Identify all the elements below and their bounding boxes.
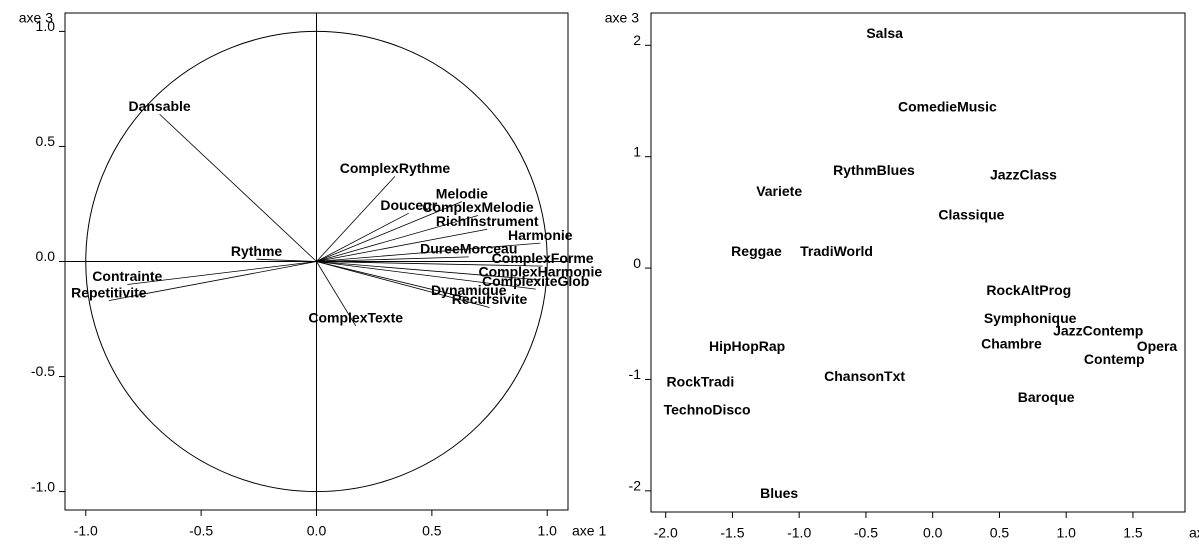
- x-tick-label: 1.0: [537, 523, 557, 539]
- vector-label: RichInstrument: [436, 213, 539, 229]
- vector-label: Dynamique: [431, 282, 507, 298]
- y-tick-label: 1: [633, 143, 641, 159]
- vector-label: Recursivite: [452, 291, 528, 307]
- x-tick-label: -1.0: [74, 523, 98, 539]
- vector: [256, 258, 317, 262]
- y-tick-label: -1: [629, 366, 642, 382]
- point-label: Blues: [760, 485, 798, 501]
- x-tick-label: -1.0: [787, 525, 811, 541]
- vector: [159, 113, 317, 262]
- vector-label: ComplexRythme: [340, 160, 451, 176]
- vector: [316, 176, 396, 262]
- point-label: Salsa: [866, 25, 903, 41]
- vector: [316, 261, 469, 299]
- y-axis-label: axe 3: [605, 10, 639, 26]
- point-label: Contemp: [1084, 351, 1145, 367]
- vector: [316, 201, 463, 262]
- x-tick-label: 0.5: [422, 523, 442, 539]
- point-label: JazzContemp: [1053, 322, 1143, 338]
- x-tick-label: -1.5: [720, 525, 744, 541]
- vector: [316, 256, 469, 262]
- x-tick-label: -0.5: [189, 523, 213, 539]
- unit-circle: [85, 30, 548, 493]
- point-label: RockTradi: [667, 373, 735, 389]
- vector-label: Melodie: [436, 185, 488, 201]
- vector-label: Dansable: [128, 98, 190, 114]
- y-axis-label: axe 3: [19, 10, 53, 26]
- vector: [316, 261, 541, 281]
- point-label: TechnoDisco: [664, 401, 751, 417]
- point-label: Classique: [938, 206, 1004, 222]
- x-tick-label: 1.5: [1123, 525, 1143, 541]
- vector-label: Douceur: [380, 197, 437, 213]
- vector-label: DureeMorceau: [420, 241, 517, 257]
- vector: [127, 261, 317, 285]
- vector-label: ComplexTexte: [308, 310, 403, 326]
- vector-label: ComplexiteGlob: [482, 273, 589, 289]
- x-axis-label: axe 1: [1189, 525, 1199, 541]
- y-tick-label: 0.5: [36, 133, 56, 149]
- point-label: JazzClass: [990, 166, 1057, 182]
- vector: [108, 261, 317, 302]
- point-label: Symphonique: [984, 310, 1077, 326]
- y-tick-label: -1.0: [31, 478, 55, 494]
- vector-label: ComplexHarmonie: [478, 264, 602, 280]
- x-tick-label: -0.5: [854, 525, 878, 541]
- point-label: ComedieMusic: [898, 98, 997, 114]
- vector: [316, 212, 409, 262]
- x-tick-label: 0.5: [990, 525, 1010, 541]
- point-label: TradiWorld: [800, 243, 873, 259]
- x-tick-label: -2.0: [654, 525, 678, 541]
- point-label: Reggae: [731, 243, 782, 259]
- point-label: ChansonTxt: [824, 368, 905, 384]
- x-tick-label: 1.0: [1056, 525, 1076, 541]
- vector: [316, 261, 536, 290]
- y-tick-label: 0.0: [36, 248, 56, 264]
- vector: [316, 242, 541, 262]
- point-label: Chambre: [981, 336, 1042, 352]
- point-label: RockAltProg: [986, 282, 1071, 298]
- plot-frame: [650, 12, 1186, 513]
- y-tick-label: 2: [633, 32, 641, 48]
- vector: [316, 215, 479, 262]
- point-label: Variete: [756, 183, 802, 199]
- y-tick-label: -0.5: [31, 363, 55, 379]
- vector-label: Repetitivite: [71, 284, 147, 300]
- y-tick-label: -2: [629, 478, 642, 494]
- vector-label: Contrainte: [92, 268, 162, 284]
- point-label: RythmBlues: [833, 162, 915, 178]
- vector: [316, 261, 357, 327]
- vector: [316, 261, 490, 308]
- vector-label: ComplexMelodie: [422, 199, 533, 215]
- vector-label: Rythme: [231, 243, 283, 259]
- y-tick-label: 1.0: [36, 18, 56, 34]
- x-axis-label: axe 1: [572, 523, 606, 539]
- point-label: HipHopRap: [709, 338, 785, 354]
- vector: [316, 228, 488, 262]
- vector-label: Harmonie: [508, 227, 573, 243]
- x-tick-label: 0.0: [307, 523, 327, 539]
- point-label: Baroque: [1018, 389, 1075, 405]
- point-label: Opera: [1137, 338, 1178, 354]
- y-tick-label: 0: [633, 255, 641, 271]
- x-tick-label: 0.0: [923, 525, 943, 541]
- vector: [316, 261, 543, 267]
- vector-label: ComplexForme: [492, 250, 594, 266]
